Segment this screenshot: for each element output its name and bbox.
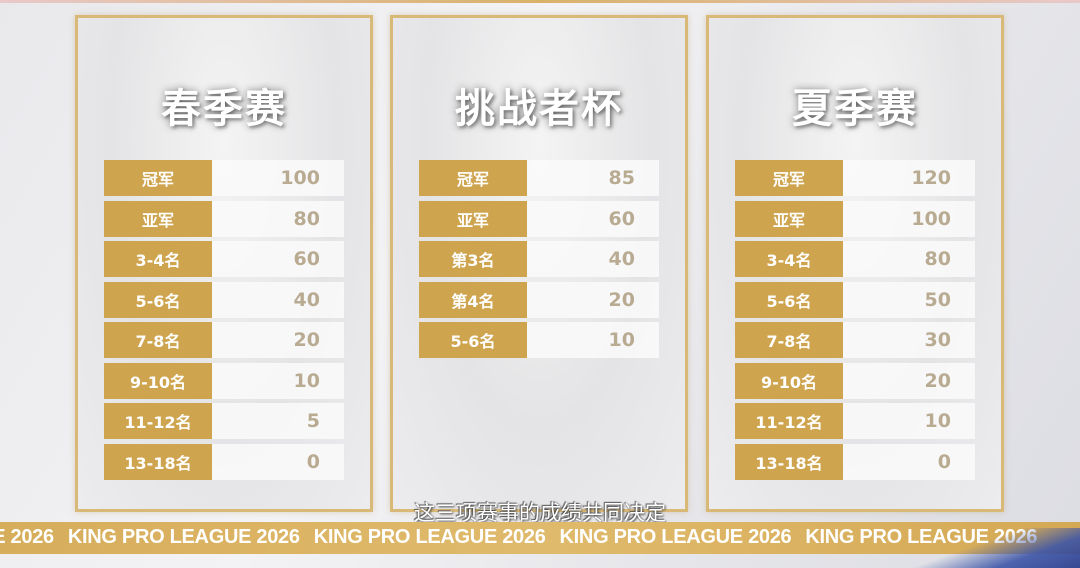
rank-label: 13-18名 xyxy=(735,443,843,480)
table-row: 11-12名 10 xyxy=(735,403,975,439)
table-row: 亚军 100 xyxy=(735,200,975,237)
rank-label: 亚军 xyxy=(419,200,527,237)
points-value: 10 xyxy=(212,362,344,399)
top-accent-line xyxy=(0,0,1080,3)
table-row: 11-12名 5 xyxy=(104,403,344,439)
points-value: 85 xyxy=(527,160,659,196)
points-value: 80 xyxy=(843,241,975,277)
table-row: 3-4名 60 xyxy=(104,241,344,277)
points-value: 10 xyxy=(527,322,659,358)
points-card: 春季赛 冠军 100 亚军 80 3-4名 60 5-6名 40 7-8名 20 9-10名 10 11-… xyxy=(75,15,373,512)
table-row: 7-8名 20 xyxy=(104,322,344,358)
points-value: 30 xyxy=(843,322,975,358)
blue-corner-decoration xyxy=(910,528,1080,568)
points-value: 20 xyxy=(527,281,659,318)
banner-text: KING PRO LEAGUE 2026 xyxy=(559,526,792,548)
table-row: 亚军 60 xyxy=(419,200,659,237)
points-value: 0 xyxy=(843,443,975,480)
table-row: 7-8名 30 xyxy=(735,322,975,358)
card-title: 挑战者杯 xyxy=(455,86,623,132)
points-card: 挑战者杯 冠军 85 亚军 60 第3名 40 第4名 20 5-6名 10 xyxy=(390,15,688,512)
table-row: 3-4名 80 xyxy=(735,241,975,277)
points-value: 5 xyxy=(212,403,344,439)
rank-label: 冠军 xyxy=(419,160,527,196)
rank-label: 13-18名 xyxy=(104,443,212,480)
rank-label: 亚军 xyxy=(104,200,212,237)
rank-label: 7-8名 xyxy=(735,322,843,358)
card-title: 夏季赛 xyxy=(792,86,918,132)
banner-text: KING PRO LEAGUE 2026 xyxy=(313,526,546,548)
points-table: 冠军 85 亚军 60 第3名 40 第4名 20 5-6名 10 xyxy=(419,160,659,363)
rank-label: 3-4名 xyxy=(104,241,212,277)
rank-label: 亚军 xyxy=(735,200,843,237)
points-value: 0 xyxy=(212,443,344,480)
table-row: 亚军 80 xyxy=(104,200,344,237)
points-value: 40 xyxy=(212,281,344,318)
points-value: 20 xyxy=(843,362,975,399)
rank-label: 11-12名 xyxy=(735,403,843,439)
points-card: 夏季赛 冠军 120 亚军 100 3-4名 80 5-6名 50 7-8名 30 9-10名 20 11… xyxy=(706,15,1004,512)
table-row: 第4名 20 xyxy=(419,281,659,318)
points-value: 20 xyxy=(212,322,344,358)
table-row: 9-10名 10 xyxy=(104,362,344,399)
points-table: 冠军 100 亚军 80 3-4名 60 5-6名 40 7-8名 20 9-10名 10 11-12名… xyxy=(104,160,344,484)
rank-label: 5-6名 xyxy=(419,322,527,358)
rank-label: 5-6名 xyxy=(104,281,212,318)
banner-text: KING PRO LEAGUE 2026 xyxy=(67,526,300,548)
points-table: 冠军 120 亚军 100 3-4名 80 5-6名 50 7-8名 30 9-10名 20 11-12… xyxy=(735,160,975,484)
rank-label: 第3名 xyxy=(419,241,527,277)
rank-label: 3-4名 xyxy=(735,241,843,277)
rank-label: 7-8名 xyxy=(104,322,212,358)
points-value: 40 xyxy=(527,241,659,277)
rank-label: 11-12名 xyxy=(104,403,212,439)
rank-label: 5-6名 xyxy=(735,281,843,318)
points-value: 100 xyxy=(212,160,344,196)
table-row: 9-10名 20 xyxy=(735,362,975,399)
rank-label: 9-10名 xyxy=(104,362,212,399)
points-value: 50 xyxy=(843,281,975,318)
table-row: 5-6名 50 xyxy=(735,281,975,318)
rank-label: 冠军 xyxy=(735,160,843,196)
rank-label: 第4名 xyxy=(419,281,527,318)
points-value: 60 xyxy=(212,241,344,277)
table-row: 5-6名 40 xyxy=(104,281,344,318)
table-row: 冠军 100 xyxy=(104,160,344,196)
rank-label: 9-10名 xyxy=(735,362,843,399)
points-value: 100 xyxy=(843,200,975,237)
banner-text: KING PRO LEAGUE 2026 xyxy=(0,526,54,548)
table-row: 冠军 85 xyxy=(419,160,659,196)
points-value: 80 xyxy=(212,200,344,237)
points-value: 60 xyxy=(527,200,659,237)
table-row: 13-18名 0 xyxy=(104,443,344,480)
table-row: 13-18名 0 xyxy=(735,443,975,480)
table-row: 第3名 40 xyxy=(419,241,659,277)
rank-label: 冠军 xyxy=(104,160,212,196)
points-value: 120 xyxy=(843,160,975,196)
table-row: 5-6名 10 xyxy=(419,322,659,358)
table-row: 冠军 120 xyxy=(735,160,975,196)
subtitle-caption: 这三项赛事的成绩共同决定 xyxy=(414,501,666,525)
points-value: 10 xyxy=(843,403,975,439)
card-title: 春季赛 xyxy=(161,86,287,132)
